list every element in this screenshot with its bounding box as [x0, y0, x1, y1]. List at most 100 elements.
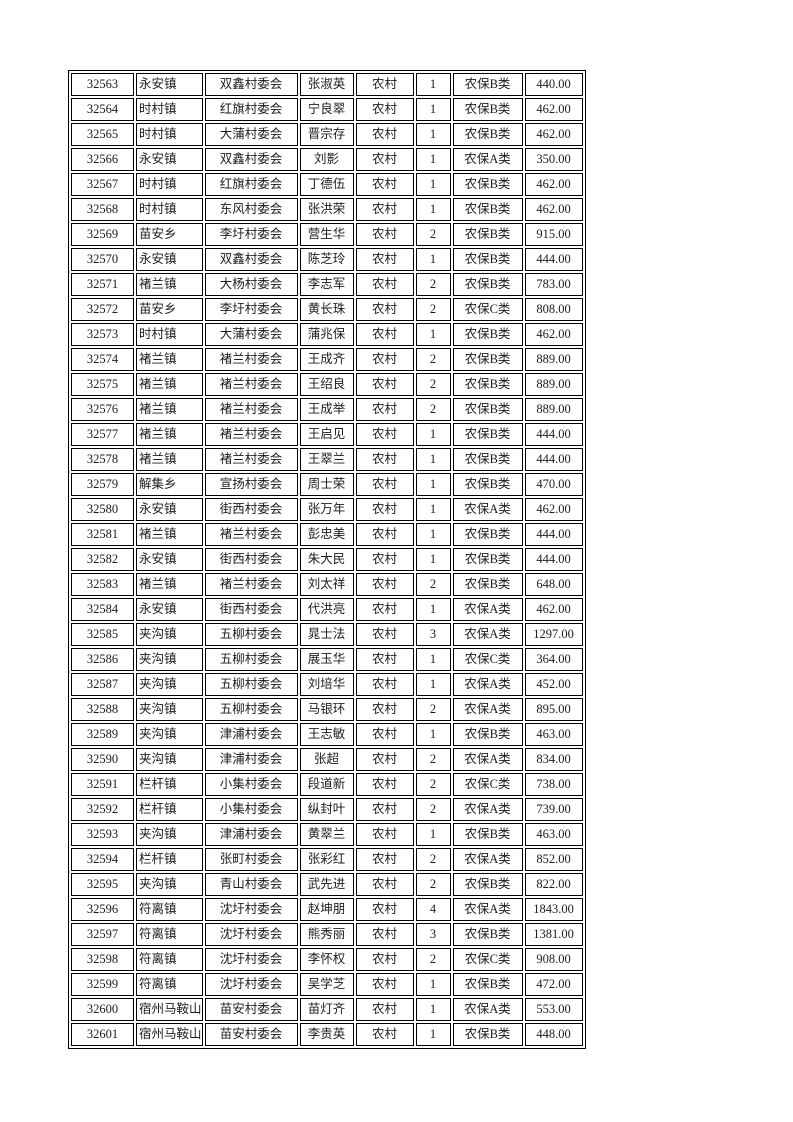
cell-town: 时村镇 — [136, 198, 203, 221]
cell-person-name: 王启见 — [299, 423, 354, 446]
cell-household-type: 农村 — [355, 873, 414, 896]
cell-village-committee: 褚兰村委会 — [204, 448, 298, 471]
cell-amount: 364.00 — [524, 648, 583, 671]
cell-amount: 463.00 — [524, 823, 583, 846]
cell-insurance-category: 农保A类 — [452, 798, 523, 821]
cell-household-type: 农村 — [355, 948, 414, 971]
cell-town: 永安镇 — [136, 598, 203, 621]
table-row: 32589 夹沟镇 津浦村委会 王志敏 农村 1 农保B类 463.00 — [71, 723, 583, 746]
cell-record-id: 32563 — [71, 73, 134, 96]
cell-household-type: 农村 — [355, 423, 414, 446]
cell-record-id: 32595 — [71, 873, 134, 896]
cell-village-committee: 沈圩村委会 — [204, 948, 298, 971]
cell-person-name: 王成齐 — [299, 348, 354, 371]
cell-insurance-category: 农保B类 — [452, 198, 523, 221]
cell-amount: 783.00 — [524, 273, 583, 296]
cell-village-committee: 张町村委会 — [204, 848, 298, 871]
cell-person-count: 1 — [415, 173, 451, 196]
cell-insurance-category: 农保B类 — [452, 248, 523, 271]
cell-amount: 440.00 — [524, 73, 583, 96]
cell-household-type: 农村 — [355, 648, 414, 671]
cell-village-committee: 青山村委会 — [204, 873, 298, 896]
cell-person-name: 李怀权 — [299, 948, 354, 971]
table-row: 32584 永安镇 街西村委会 代洪亮 农村 1 农保A类 462.00 — [71, 598, 583, 621]
cell-person-name: 黄长珠 — [299, 298, 354, 321]
cell-amount: 444.00 — [524, 548, 583, 571]
cell-person-name: 营生华 — [299, 223, 354, 246]
cell-record-id: 32588 — [71, 698, 134, 721]
cell-town: 苗安乡 — [136, 223, 203, 246]
cell-person-count: 1 — [415, 198, 451, 221]
table-row: 32588 夹沟镇 五柳村委会 马银环 农村 2 农保A类 895.00 — [71, 698, 583, 721]
cell-village-committee: 宣扬村委会 — [204, 473, 298, 496]
cell-person-count: 1 — [415, 73, 451, 96]
cell-record-id: 32585 — [71, 623, 134, 646]
cell-record-id: 32590 — [71, 748, 134, 771]
table-row: 32579 解集乡 宣扬村委会 周士荣 农村 1 农保B类 470.00 — [71, 473, 583, 496]
table-row: 32586 夹沟镇 五柳村委会 展玉华 农村 1 农保C类 364.00 — [71, 648, 583, 671]
cell-household-type: 农村 — [355, 798, 414, 821]
table-row: 32563 永安镇 双鑫村委会 张淑英 农村 1 农保B类 440.00 — [71, 73, 583, 96]
cell-amount: 462.00 — [524, 173, 583, 196]
table-row: 32576 褚兰镇 褚兰村委会 王成举 农村 2 农保B类 889.00 — [71, 398, 583, 421]
table-row: 32597 符离镇 沈圩村委会 熊秀丽 农村 3 农保B类 1381.00 — [71, 923, 583, 946]
cell-insurance-category: 农保A类 — [452, 748, 523, 771]
cell-person-count: 1 — [415, 498, 451, 521]
cell-insurance-category: 农保B类 — [452, 223, 523, 246]
cell-village-committee: 褚兰村委会 — [204, 373, 298, 396]
cell-insurance-category: 农保B类 — [452, 73, 523, 96]
table-row: 32581 褚兰镇 褚兰村委会 彭忠美 农村 1 农保B类 444.00 — [71, 523, 583, 546]
cell-insurance-category: 农保B类 — [452, 448, 523, 471]
cell-household-type: 农村 — [355, 773, 414, 796]
table-row: 32570 永安镇 双鑫村委会 陈芝玲 农村 1 农保B类 444.00 — [71, 248, 583, 271]
table-row: 32566 永安镇 双鑫村委会 刘影 农村 1 农保A类 350.00 — [71, 148, 583, 171]
cell-village-committee: 沈圩村委会 — [204, 973, 298, 996]
cell-household-type: 农村 — [355, 123, 414, 146]
cell-town: 宿州马鞍山 — [136, 998, 203, 1021]
cell-village-committee: 五柳村委会 — [204, 673, 298, 696]
cell-household-type: 农村 — [355, 148, 414, 171]
cell-amount: 462.00 — [524, 598, 583, 621]
cell-record-id: 32591 — [71, 773, 134, 796]
cell-person-count: 2 — [415, 273, 451, 296]
cell-town: 夹沟镇 — [136, 873, 203, 896]
cell-household-type: 农村 — [355, 98, 414, 121]
cell-insurance-category: 农保A类 — [452, 698, 523, 721]
cell-household-type: 农村 — [355, 698, 414, 721]
cell-record-id: 32567 — [71, 173, 134, 196]
cell-person-name: 陈芝玲 — [299, 248, 354, 271]
table-row: 32567 时村镇 红旗村委会 丁德伍 农村 1 农保B类 462.00 — [71, 173, 583, 196]
cell-person-count: 3 — [415, 923, 451, 946]
cell-person-name: 蒲兆保 — [299, 323, 354, 346]
cell-record-id: 32580 — [71, 498, 134, 521]
cell-village-committee: 大杨村委会 — [204, 273, 298, 296]
cell-person-count: 2 — [415, 848, 451, 871]
cell-village-committee: 大蒲村委会 — [204, 323, 298, 346]
cell-person-name: 李贵英 — [299, 1023, 354, 1046]
cell-record-id: 32570 — [71, 248, 134, 271]
cell-town: 褚兰镇 — [136, 573, 203, 596]
cell-person-name: 马银环 — [299, 698, 354, 721]
cell-household-type: 农村 — [355, 848, 414, 871]
cell-person-count: 1 — [415, 598, 451, 621]
cell-insurance-category: 农保B类 — [452, 823, 523, 846]
cell-person-count: 2 — [415, 223, 451, 246]
cell-amount: 444.00 — [524, 448, 583, 471]
cell-person-name: 王绍良 — [299, 373, 354, 396]
cell-village-committee: 褚兰村委会 — [204, 423, 298, 446]
table-row: 32575 褚兰镇 褚兰村委会 王绍良 农村 2 农保B类 889.00 — [71, 373, 583, 396]
cell-town: 夹沟镇 — [136, 748, 203, 771]
cell-person-count: 3 — [415, 623, 451, 646]
cell-record-id: 32577 — [71, 423, 134, 446]
cell-insurance-category: 农保C类 — [452, 648, 523, 671]
cell-amount: 350.00 — [524, 148, 583, 171]
cell-amount: 452.00 — [524, 673, 583, 696]
cell-person-name: 段道新 — [299, 773, 354, 796]
cell-amount: 444.00 — [524, 248, 583, 271]
cell-person-count: 2 — [415, 348, 451, 371]
cell-person-name: 张超 — [299, 748, 354, 771]
cell-town: 夹沟镇 — [136, 623, 203, 646]
cell-insurance-category: 农保A类 — [452, 898, 523, 921]
cell-record-id: 32583 — [71, 573, 134, 596]
cell-town: 宿州马鞍山 — [136, 1023, 203, 1046]
